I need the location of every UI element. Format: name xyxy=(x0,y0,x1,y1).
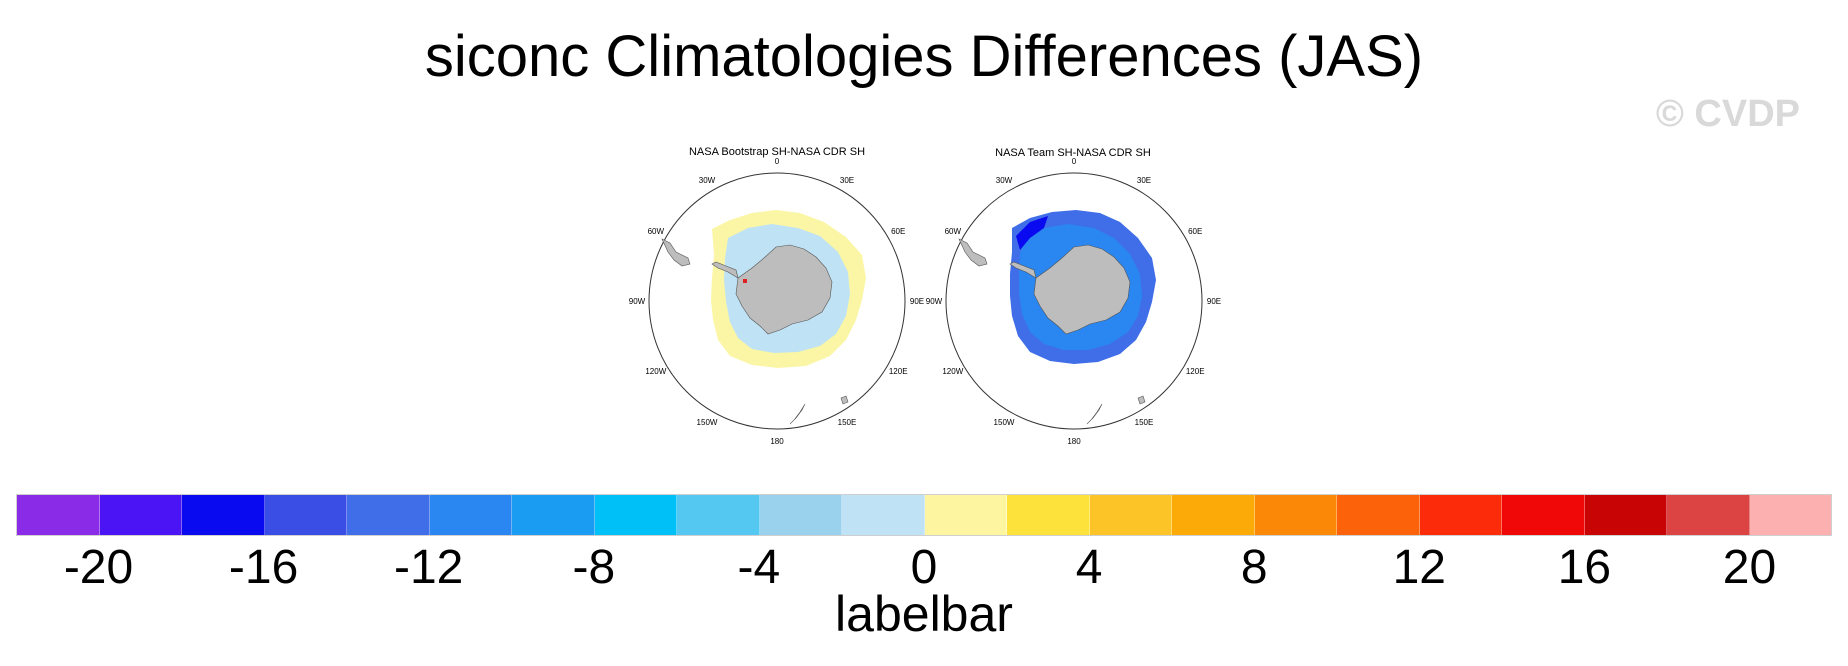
panel-2-lon-label: 30W xyxy=(996,176,1013,185)
colorbar-tick-label: 16 xyxy=(1557,541,1612,594)
colorbar-swatch xyxy=(264,495,347,535)
colorbar xyxy=(16,494,1832,536)
panel-2-new-zealand xyxy=(1086,403,1103,425)
panel-2-lon-label: 60E xyxy=(1188,227,1202,236)
colorbar-tick-label: -8 xyxy=(572,541,616,594)
panel-2-lon-label: 60W xyxy=(945,227,962,236)
panel-1-lon-label: 150E xyxy=(838,418,857,427)
colorbar-swatch xyxy=(182,495,265,535)
panel-2-south-america xyxy=(958,238,988,267)
panel-1-lon-labels: 0 30E 60E 90E 120E 150E 180 150W 120W 90W 60W 30W xyxy=(629,157,924,446)
colorbar-swatch xyxy=(759,495,842,535)
panel-1-lon-label: 30W xyxy=(699,176,716,185)
panel-2-lon-label: 150W xyxy=(994,418,1015,427)
panel-2-map xyxy=(945,172,1203,430)
panel-2-ice-dark xyxy=(1016,216,1048,250)
colorbar-swatch xyxy=(1584,495,1667,535)
panel-1-title: NASA Bootstrap SH-NASA CDR SH xyxy=(688,146,866,158)
panel-1-lon-label: 120W xyxy=(645,367,666,376)
colorbar-tick-label: 4 xyxy=(1075,541,1103,594)
colorbar-tick-label: 12 xyxy=(1392,541,1446,594)
figure-title: siconc Climatologies Differences (JAS) xyxy=(424,24,1424,89)
panel-2-lon-label: 90E xyxy=(1207,297,1221,306)
panel-1-map xyxy=(648,172,906,430)
colorbar-tick-label: -12 xyxy=(394,541,464,594)
colorbar-swatch xyxy=(347,495,430,535)
colorbar-swatch xyxy=(677,495,760,535)
panel-2-lon-label: 0 xyxy=(1072,157,1077,166)
panel-2-tasmania xyxy=(1137,395,1146,405)
panel-1-south-america xyxy=(661,238,691,267)
panel-2-antarctica xyxy=(1033,244,1131,335)
panel-1-lon-label: 150W xyxy=(697,418,718,427)
colorbar-tick-label: -16 xyxy=(228,541,299,594)
panel-2-lon-label: 120E xyxy=(1186,367,1205,376)
colorbar-swatch xyxy=(1089,495,1172,535)
panel-1-peninsula xyxy=(711,261,739,279)
panel-1-lon-label: 60W xyxy=(648,227,665,236)
colorbar-swatch xyxy=(99,495,182,535)
colorbar-swatch xyxy=(1502,495,1585,535)
panel-2-peninsula xyxy=(1009,261,1037,279)
colorbar-title: labelbar xyxy=(835,586,1013,642)
panel-2-lon-label: 120W xyxy=(942,367,963,376)
panel-1-lon-label: 90W xyxy=(629,297,646,306)
panel-1-new-zealand xyxy=(789,403,806,425)
colorbar-swatch xyxy=(1254,495,1337,535)
colorbar-swatch xyxy=(1007,495,1090,535)
colorbar-swatch xyxy=(512,495,595,535)
colorbar-tick-label: 0 xyxy=(910,541,938,594)
panel-1-red-pixel xyxy=(743,279,747,283)
colorbar-swatch xyxy=(17,495,100,535)
panel-2-lon-labels: 0 30E 60E 90E 120E 150E 180 150W 120W 90W 60W 30W xyxy=(926,157,1221,446)
panel-1-lon-label: 0 xyxy=(775,157,780,166)
colorbar-swatch xyxy=(1419,495,1502,535)
colorbar-swatch xyxy=(1337,495,1420,535)
colorbar-swatch xyxy=(842,495,925,535)
colorbar-swatch xyxy=(924,495,1007,535)
panel-1-antarctica xyxy=(735,244,833,335)
colorbar-tick-label: -20 xyxy=(63,541,134,594)
colorbar-tick-label: -4 xyxy=(737,541,781,594)
panel-2-lon-label: 150E xyxy=(1135,418,1154,427)
panel-1-lon-label: 120E xyxy=(889,367,908,376)
panel-1-lon-label: 30E xyxy=(840,176,854,185)
cvdp-watermark: © CVDP xyxy=(1655,93,1800,135)
colorbar-swatch xyxy=(429,495,512,535)
panel-2-title: NASA Team SH-NASA CDR SH xyxy=(995,147,1151,159)
colorbar-tick-label: 8 xyxy=(1240,541,1268,594)
panel-1-lon-label: 90E xyxy=(910,297,924,306)
colorbar-swatch xyxy=(1667,495,1750,535)
panel-2-lon-label: 30E xyxy=(1137,176,1151,185)
colorbar-tick-label: 20 xyxy=(1722,541,1777,594)
colorbar-swatch xyxy=(594,495,677,535)
colorbar-swatch xyxy=(1749,495,1831,535)
colorbar-swatch xyxy=(1172,495,1255,535)
panel-2-lon-label: 90W xyxy=(926,297,943,306)
panel-1-lon-label: 60E xyxy=(891,227,905,236)
panel-1-tasmania xyxy=(840,395,849,405)
panel-1-lon-label: 180 xyxy=(770,437,784,446)
panel-2-lon-label: 180 xyxy=(1067,437,1081,446)
